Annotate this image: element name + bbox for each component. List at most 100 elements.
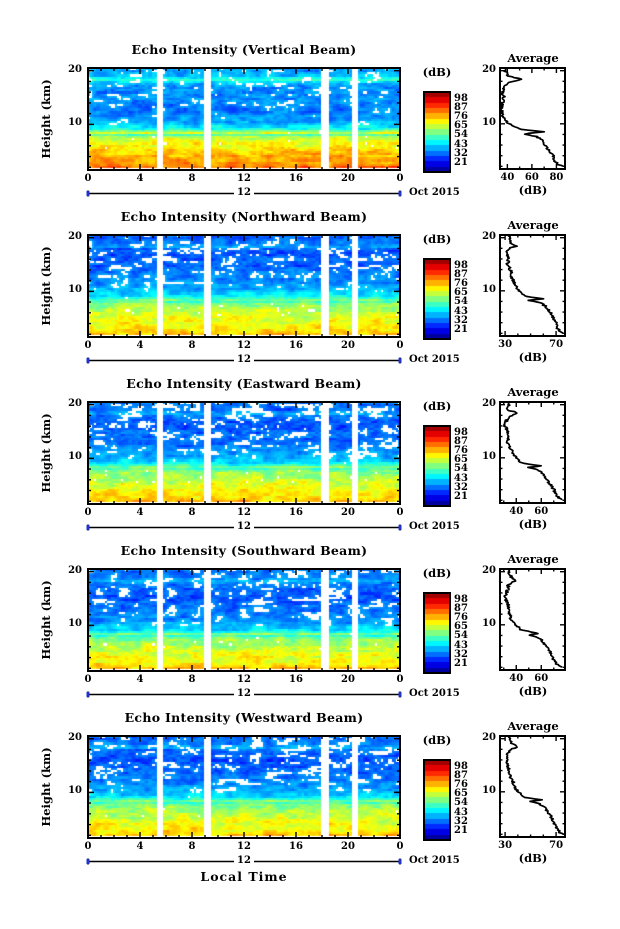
average-height-tick-label: 20 (482, 230, 496, 242)
time-tick-label: 0 (396, 340, 404, 351)
average-height-tick-label: 20 (482, 731, 496, 743)
panel-westward-beam: Echo Intensity (Westward Beam) Height (k… (0, 710, 620, 877)
heatmap-axis-ticks (87, 235, 401, 337)
colorbar-gradient (424, 593, 450, 673)
colorbar-frame (423, 759, 451, 841)
colorbar-tick-label: 21 (454, 323, 468, 335)
colorbar-tick-label: 32 (454, 648, 468, 660)
average-axis-ticks (500, 68, 565, 169)
time-tick-label: 0 (84, 340, 92, 351)
date-day-label: 12 (237, 187, 251, 198)
average-axis-ticks (500, 569, 565, 670)
colorbar-gradient (424, 760, 450, 840)
average-profile-line (500, 68, 564, 167)
average-profile-line (502, 402, 563, 501)
average-plot-title: Average (507, 51, 559, 65)
date-axis-right-marker (398, 191, 402, 196)
time-tick-label: 0 (396, 674, 404, 685)
date-month-label: Oct 2015 (409, 187, 460, 198)
date-month-label: Oct 2015 (409, 354, 460, 365)
colorbar-tick-label: 32 (454, 314, 468, 326)
average-height-tick-label: 10 (482, 116, 496, 128)
panel-title: Echo Intensity (Vertical Beam) (131, 42, 357, 57)
colorbar-tick-label: 98 (454, 426, 468, 438)
time-tick-label: 8 (188, 507, 196, 518)
time-tick-label: 8 (188, 173, 196, 184)
average-height-tick-label: 20 (482, 63, 496, 75)
colorbar-tick-label: 87 (454, 268, 468, 280)
colorbar-tick-label: 43 (454, 305, 468, 317)
panel-title: Echo Intensity (Eastward Beam) (126, 376, 362, 391)
time-tick-label: 20 (341, 507, 355, 518)
time-tick-label: 4 (136, 173, 144, 184)
date-axis-line (87, 858, 401, 865)
colorbar-tick-label: 87 (454, 435, 468, 447)
heatmap-frame (87, 234, 401, 338)
colorbar-tick-label: 65 (454, 120, 468, 132)
average-axis-ticks (500, 402, 565, 503)
heatmap-axis-ticks (87, 402, 401, 504)
average-height-tick-label: 20 (482, 564, 496, 576)
colorbar-tick-label: 98 (454, 259, 468, 271)
colorbar-tick-label: 87 (454, 101, 468, 113)
average-frame (499, 568, 566, 671)
average-profile-line (503, 569, 563, 668)
time-tick-label: 20 (341, 674, 355, 685)
heatmap-frame (87, 735, 401, 839)
colorbar-tick-label: 54 (454, 630, 468, 642)
colorbar-frame (423, 91, 451, 173)
average-x-axis-label: (dB) (518, 517, 548, 531)
colorbar-title: (dB) (422, 399, 452, 413)
average-height-tick-label: 10 (482, 617, 496, 629)
average-x-tick-label: 70 (549, 339, 564, 350)
panel-title: Echo Intensity (Westward Beam) (124, 710, 364, 725)
colorbar-tick-label: 98 (454, 760, 468, 772)
time-tick-label: 8 (188, 674, 196, 685)
average-x-tick-label: 30 (498, 339, 513, 350)
average-plot-title: Average (507, 218, 559, 232)
axes-overlay (86, 67, 566, 197)
time-tick-label: 16 (289, 340, 303, 351)
average-profile-line (505, 235, 564, 334)
time-tick-label: 4 (136, 340, 144, 351)
panel-title: Echo Intensity (Southward Beam) (120, 543, 368, 558)
time-tick-label: 4 (136, 674, 144, 685)
height-tick-label: 20 (68, 63, 82, 75)
colorbar-tick-label: 76 (454, 445, 468, 456)
colorbar-frame (423, 258, 451, 340)
colorbar-tick-label: 76 (454, 111, 468, 122)
average-height-tick-label: 10 (482, 784, 496, 796)
height-tick-label: 10 (68, 284, 82, 296)
average-plot-title: Average (507, 719, 559, 733)
average-plot-title: Average (507, 552, 559, 566)
colorbar-frame (423, 592, 451, 674)
colorbar-gradient (424, 259, 450, 339)
colorbar-tick-label: 65 (454, 287, 468, 299)
axes-overlay (86, 234, 566, 364)
time-tick-label: 0 (84, 674, 92, 685)
time-tick-label: 12 (237, 674, 251, 685)
date-axis-line (87, 357, 401, 364)
time-tick-label: 12 (237, 173, 251, 184)
colorbar-tick-label: 32 (454, 481, 468, 493)
date-axis-left-marker (86, 692, 90, 697)
time-tick-label: 0 (84, 841, 92, 852)
date-axis-left-marker (86, 191, 90, 196)
colorbar-tick-label: 76 (454, 779, 468, 790)
colorbar-tick-label: 54 (454, 463, 468, 475)
date-axis-right-marker (398, 358, 402, 363)
heatmap-axis-ticks (87, 736, 401, 838)
colorbar-tick-label: 65 (454, 621, 468, 633)
time-tick-label: 4 (136, 507, 144, 518)
heatmap-image (88, 235, 400, 337)
average-x-tick-label: 30 (498, 840, 513, 851)
average-x-tick-label: 60 (524, 172, 539, 183)
date-axis-line (87, 190, 401, 197)
heatmap-image (88, 569, 400, 671)
average-height-tick-label: 20 (482, 397, 496, 409)
time-tick-label: 20 (341, 173, 355, 184)
colorbar-tick-label: 54 (454, 129, 468, 141)
colorbar-tick-label: 21 (454, 657, 468, 669)
x-axis-label: Local Time (200, 869, 288, 884)
